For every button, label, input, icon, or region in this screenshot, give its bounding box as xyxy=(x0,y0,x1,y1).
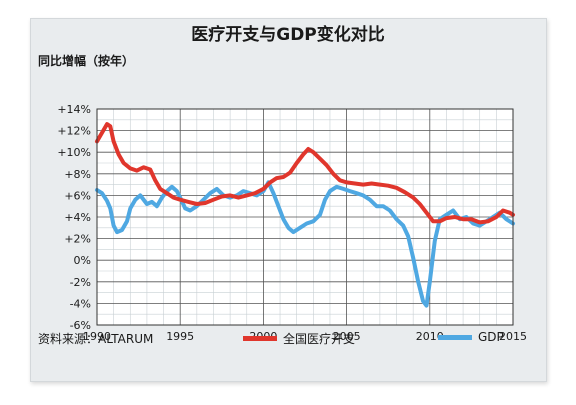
source-note: 资料来源：ALTARUM xyxy=(38,332,154,346)
legend-label-healthcare: 全国医疗开支 xyxy=(283,332,356,346)
y-tick-label: +14% xyxy=(57,103,91,116)
x-tick-label: 1990 xyxy=(83,330,111,343)
y-tick-label: +8% xyxy=(64,168,91,181)
y-tick-label: 0% xyxy=(74,254,91,267)
x-tick-label: 2015 xyxy=(499,330,527,343)
series-line-gdp xyxy=(95,180,515,308)
x-tick-label: 2005 xyxy=(333,330,361,343)
chart-title: 医疗开支与GDP变化对比 xyxy=(191,25,385,45)
x-tick-label: 2010 xyxy=(416,330,444,343)
y-tick-labels: +14% +12% +10% +8% +6% +4% +2% 0% -2% -4% -6% xyxy=(57,103,91,332)
legend-item-healthcare: 全国医疗开支 xyxy=(243,330,355,347)
y-axis-label: 同比增幅（按年） xyxy=(38,54,135,68)
plot-border xyxy=(96,108,514,326)
y-tick-label: -6% xyxy=(70,319,91,332)
y-tick-label: -4% xyxy=(70,297,91,310)
legend-swatch-gdp xyxy=(438,334,472,340)
y-tick-label: +10% xyxy=(57,146,91,159)
y-tick-label: +6% xyxy=(64,189,91,202)
legend-item-gdp: GDP xyxy=(438,330,504,344)
series-line-healthcare xyxy=(95,122,515,225)
legend-swatch-healthcare xyxy=(243,336,277,341)
legend-label-gdp: GDP xyxy=(478,330,504,344)
y-tick-label: -2% xyxy=(70,276,91,289)
y-tick-label: +12% xyxy=(57,125,91,138)
y-tick-label: +2% xyxy=(64,233,91,246)
x-tick-label: 1995 xyxy=(166,330,194,343)
y-tick-label: +4% xyxy=(64,211,91,224)
series-lines xyxy=(95,108,515,326)
